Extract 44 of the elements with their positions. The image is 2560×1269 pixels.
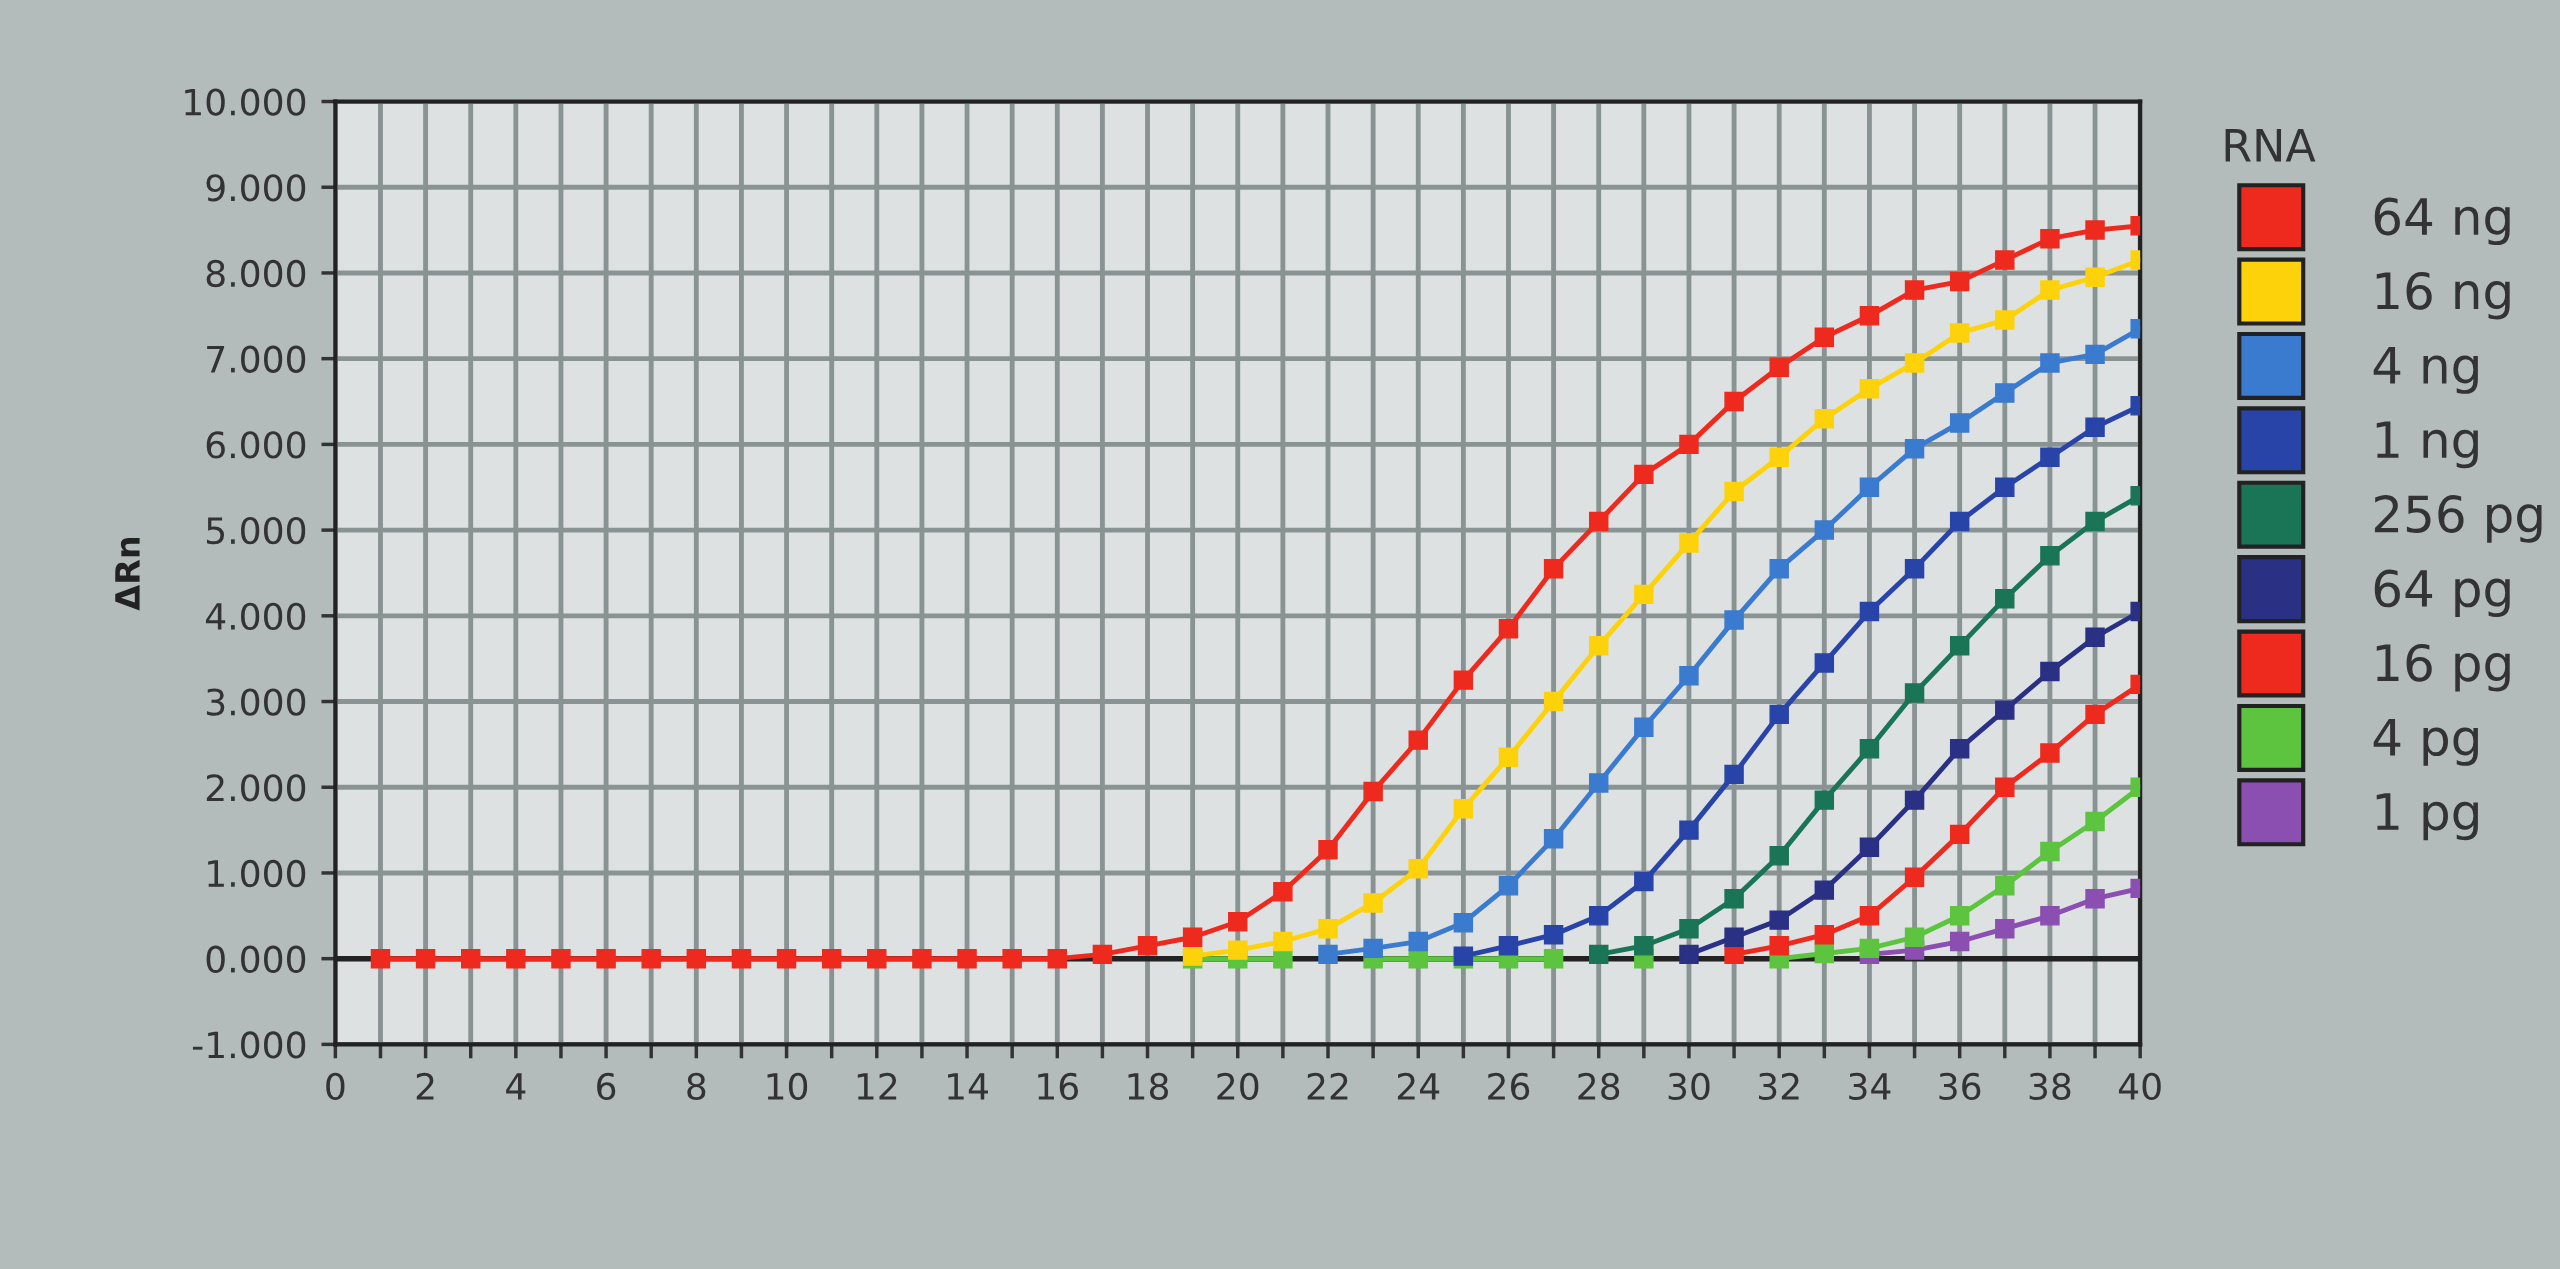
y-axis-title: ΔRn bbox=[115, 537, 140, 611]
x-tick-label: 2 bbox=[416, 1072, 434, 1100]
y-tick-label: 4.000 bbox=[205, 602, 306, 631]
x-tick-label: 20 bbox=[1217, 1072, 1259, 1101]
y-tick-label: -1.000 bbox=[192, 1031, 306, 1059]
y-tick-label: 3.000 bbox=[206, 688, 306, 716]
x-tick-label: 34 bbox=[1849, 1072, 1891, 1101]
legend-title: RNA bbox=[2225, 129, 2316, 162]
legend-label: 4 pg bbox=[2373, 718, 2478, 766]
x-tick-label: 0 bbox=[326, 1072, 345, 1101]
x-tick-label: 38 bbox=[2029, 1072, 2071, 1101]
y-tick-label: 2.000 bbox=[206, 774, 306, 802]
x-tick-label: 4 bbox=[506, 1073, 526, 1100]
legend-label: 1 pg bbox=[2376, 793, 2478, 841]
legend-label: 64 pg bbox=[2374, 569, 2510, 618]
legend-label: 4 ng bbox=[2373, 347, 2478, 394]
y-tick-label: 6.000 bbox=[206, 431, 306, 459]
x-tick-label: 12 bbox=[857, 1072, 897, 1100]
y-tick-label: 8.000 bbox=[206, 259, 306, 288]
y-tick-label: 9.000 bbox=[206, 174, 306, 202]
y-tick-label: 7.000 bbox=[207, 345, 306, 373]
x-tick-label: 22 bbox=[1307, 1072, 1348, 1100]
legend-label: 16 pg bbox=[2376, 643, 2510, 692]
legend-label: 64 ng bbox=[2374, 197, 2510, 246]
x-tick-label: 40 bbox=[2118, 1072, 2161, 1101]
legend-label: 16 ng bbox=[2376, 271, 2510, 320]
x-tick-label: 30 bbox=[1668, 1072, 1710, 1101]
legend-label: 256 pg bbox=[2374, 495, 2542, 543]
x-tick-label: 16 bbox=[1038, 1072, 1078, 1101]
y-tick-label: 0.000 bbox=[206, 945, 306, 973]
y-tick-label: 1.000 bbox=[208, 859, 306, 888]
y-tick-label: 5.000 bbox=[206, 517, 306, 545]
legend-label: 1 ng bbox=[2376, 421, 2478, 469]
x-tick-label: 6 bbox=[597, 1072, 616, 1101]
x-tick-label: 26 bbox=[1488, 1072, 1530, 1101]
x-tick-label: 14 bbox=[948, 1073, 988, 1100]
x-tick-label: 24 bbox=[1397, 1072, 1440, 1100]
x-tick-label: 18 bbox=[1128, 1072, 1169, 1101]
y-tick-label: 10.000 bbox=[185, 88, 306, 116]
x-tick-label: 28 bbox=[1578, 1072, 1620, 1101]
x-tick-label: 10 bbox=[767, 1072, 808, 1101]
x-tick-label: 36 bbox=[1939, 1072, 1981, 1101]
x-tick-label: 32 bbox=[1758, 1072, 1799, 1101]
x-tick-label: 8 bbox=[687, 1072, 706, 1101]
